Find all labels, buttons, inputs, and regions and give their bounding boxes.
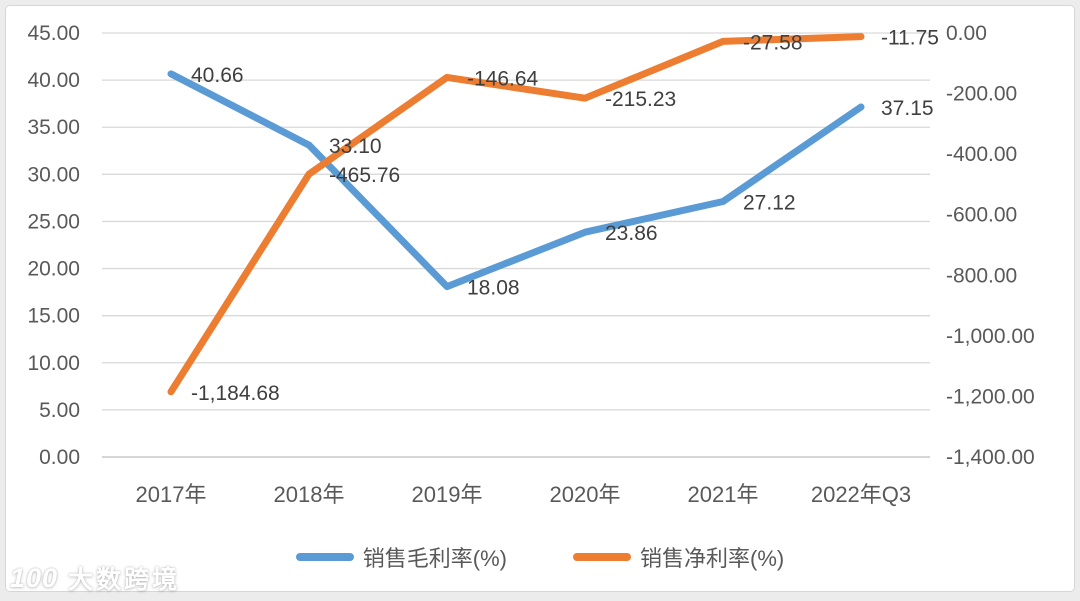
y-axis-left-tick-label: 35.00 bbox=[27, 116, 80, 139]
watermark: 100 大数跨境 bbox=[10, 560, 180, 596]
data-label: 23.86 bbox=[605, 222, 658, 245]
x-axis-tick-label: 2017年 bbox=[136, 482, 207, 507]
legend-label-gross-margin: 销售毛利率(%) bbox=[362, 546, 507, 571]
data-label: 40.66 bbox=[191, 64, 244, 87]
y-axis-left-tick-label: 0.00 bbox=[39, 446, 80, 469]
y-axis-right-tick-label: -1,000.00 bbox=[946, 325, 1035, 348]
data-label: -11.75 bbox=[881, 27, 939, 50]
y-axis-left-tick-label: 25.00 bbox=[27, 210, 80, 233]
data-label: -27.58 bbox=[743, 31, 803, 54]
y-axis-left-tick-label: 45.00 bbox=[27, 22, 80, 45]
series-line-1 bbox=[167, 33, 865, 396]
y-axis-right-tick-label: 0.00 bbox=[946, 22, 987, 45]
legend-swatch-net-margin bbox=[573, 553, 631, 561]
data-label: -465.76 bbox=[329, 164, 400, 187]
chart-card bbox=[5, 5, 1075, 592]
legend-item-net-margin: 销售净利率(%) bbox=[573, 541, 784, 573]
data-label: 37.15 bbox=[881, 97, 934, 120]
y-axis-right-tick-label: -800.00 bbox=[946, 264, 1017, 287]
data-label: -1,184.68 bbox=[191, 382, 280, 405]
y-axis-right-tick-label: -600.00 bbox=[946, 204, 1017, 227]
x-axis-tick-label: 2022年Q3 bbox=[811, 482, 911, 507]
x-axis-tick-label: 2020年 bbox=[550, 482, 621, 507]
data-label: -146.64 bbox=[467, 67, 539, 90]
legend-item-gross-margin: 销售毛利率(%) bbox=[295, 541, 507, 573]
watermark-brand-text: 大数跨境 bbox=[68, 566, 181, 594]
data-label: -215.23 bbox=[605, 88, 676, 111]
y-axis-right-tick-label: -1,400.00 bbox=[946, 446, 1035, 469]
y-axis-left-tick-label: 5.00 bbox=[39, 399, 80, 422]
chart-legend: 销售毛利率(%) 销售净利率(%) bbox=[0, 542, 1080, 572]
x-axis-tick-label: 2018年 bbox=[274, 482, 345, 507]
data-label: 27.12 bbox=[743, 191, 796, 214]
series-line-0 bbox=[167, 70, 865, 291]
x-axis-tick-label: 2021年 bbox=[688, 482, 759, 507]
y-axis-left-tick-label: 30.00 bbox=[27, 163, 80, 186]
y-axis-left-tick-label: 10.00 bbox=[27, 352, 80, 375]
x-axis-tick-label: 2019年 bbox=[412, 482, 483, 507]
y-axis-right-tick-label: -1,200.00 bbox=[946, 385, 1035, 408]
y-axis-right-tick-label: -400.00 bbox=[946, 143, 1017, 166]
y-axis-right-tick-label: -200.00 bbox=[946, 83, 1017, 106]
y-axis-left-tick-label: 40.00 bbox=[27, 69, 80, 92]
data-label: 33.10 bbox=[329, 135, 382, 158]
y-axis-left-tick-label: 15.00 bbox=[27, 305, 80, 328]
legend-label-net-margin: 销售净利率(%) bbox=[640, 546, 785, 571]
y-axis-left-tick-label: 20.00 bbox=[27, 258, 80, 281]
data-label: 18.08 bbox=[467, 277, 520, 300]
watermark-logo-icon: 100 bbox=[10, 562, 59, 593]
legend-swatch-gross-margin bbox=[295, 553, 354, 561]
